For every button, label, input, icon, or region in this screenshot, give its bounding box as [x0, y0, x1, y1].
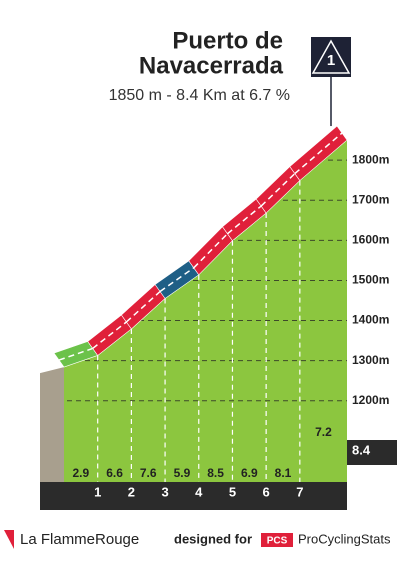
subtitle: 1850 m - 8.4 Km at 6.7 %: [109, 87, 290, 104]
pcs-badge: [261, 533, 293, 547]
segment-center: [92, 321, 127, 350]
segment-center: [193, 233, 228, 269]
footer-pcs: PCS: [267, 536, 288, 547]
title-line1: Puerto de: [172, 27, 283, 54]
title-line2: Navacerrada: [139, 52, 284, 79]
gradient-label: 6.9: [241, 466, 258, 480]
gradient-label: 7.2: [315, 425, 332, 439]
gradient-label: 8.1: [275, 466, 292, 480]
plot: 1200m 1300m 1400m 1500m 1600m 1700m 1800m 2.9 6.…: [40, 77, 397, 510]
brand-logo: [4, 530, 14, 549]
footer-site: ProCyclingStats: [298, 531, 391, 546]
badge-triangle: [311, 39, 351, 74]
x-tick-label: 6: [263, 484, 270, 499]
y-tick-label: 1200m: [352, 393, 389, 407]
segment-center: [294, 132, 343, 175]
y-tick-label: 1700m: [352, 192, 389, 206]
segment-center: [226, 205, 262, 235]
segment-center: [159, 267, 195, 293]
x-tick-label: 2: [128, 484, 135, 499]
footer: La FlammeRouge designed for PCS ProCycli…: [4, 530, 391, 549]
x-tick-label: 1: [94, 484, 101, 499]
end-band: [347, 440, 397, 465]
ground-band: [40, 482, 347, 510]
footer-brand: La FlammeRouge: [20, 531, 139, 548]
side-face: [40, 367, 64, 482]
y-tick-label: 1400m: [352, 313, 389, 327]
x-tick-label: 7: [296, 484, 303, 499]
y-tick-label: 1600m: [352, 233, 389, 247]
gradient-label: 2.9: [73, 466, 90, 480]
segment-center: [260, 173, 296, 207]
y-tick-label: 1800m: [352, 152, 389, 166]
profile-area: [64, 140, 347, 483]
y-tick-label: 1300m: [352, 353, 389, 367]
gradient-label: 5.9: [174, 466, 191, 480]
x-tick-label: 3: [161, 484, 168, 499]
segment-center: [125, 290, 161, 323]
gradient-label: 8.5: [207, 466, 224, 480]
gradient-label: 6.6: [106, 466, 123, 480]
x-tick-label: 4: [195, 484, 203, 499]
y-tick-label: 1500m: [352, 273, 389, 287]
segment-center: [58, 347, 93, 361]
x-tick-label: 5: [229, 484, 236, 499]
category-badge: [311, 37, 351, 77]
x-tick-label: 8.4: [352, 442, 371, 457]
gradient-label: 7.6: [140, 466, 157, 480]
footer-designed: designed for: [174, 531, 252, 546]
category-label: 1: [327, 52, 335, 69]
